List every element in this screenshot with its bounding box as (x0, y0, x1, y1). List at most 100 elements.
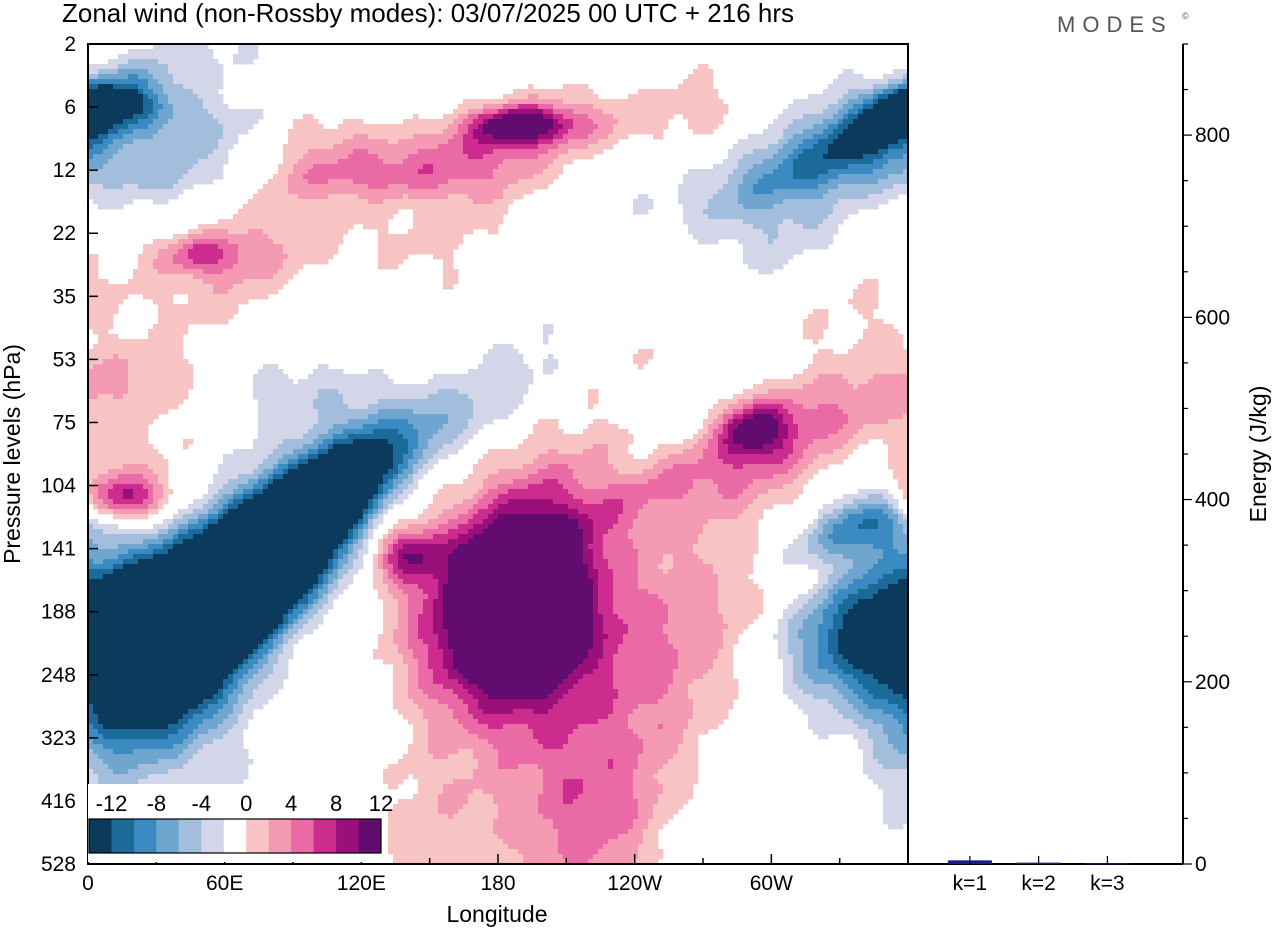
heatmap-cell (503, 374, 508, 379)
heatmap-cell (518, 189, 523, 194)
heatmap-cell (768, 254, 773, 259)
heatmap-cell (893, 369, 898, 374)
heatmap-cell (558, 134, 563, 139)
heatmap-cell (608, 99, 613, 104)
heatmap-cell (413, 199, 418, 204)
heatmap-cell (373, 214, 378, 219)
heatmap-cell (98, 154, 103, 159)
heatmap-cell (188, 109, 193, 114)
heatmap-cell (248, 294, 253, 299)
heatmap-cell (543, 339, 548, 344)
heatmap-cell (413, 149, 418, 154)
heatmap-cell (348, 164, 353, 169)
heatmap-cell (523, 164, 528, 169)
heatmap-cell (498, 104, 503, 109)
heatmap-cell (818, 114, 823, 119)
heatmap-cell (513, 379, 518, 384)
heatmap-cell (838, 139, 843, 144)
heatmap-cell (508, 104, 513, 109)
heatmap-cell (443, 199, 448, 204)
heatmap-cell (848, 189, 853, 194)
heatmap-cell (333, 199, 338, 204)
heatmap-cell (813, 359, 818, 364)
heatmap-cell (443, 114, 448, 119)
heatmap-cell (173, 169, 178, 174)
heatmap-cell (868, 109, 873, 114)
heatmap-cell (103, 184, 108, 189)
heatmap-cell (873, 104, 878, 109)
heatmap-cell (183, 89, 188, 94)
heatmap-cell (188, 309, 193, 314)
heatmap-cell (113, 364, 118, 369)
heatmap-cell (803, 119, 808, 124)
heatmap-cell (793, 239, 798, 244)
heatmap-cell (858, 179, 863, 184)
heatmap-cell (158, 169, 163, 174)
heatmap-cell (798, 244, 803, 249)
heatmap-cell (93, 89, 98, 94)
heatmap-cell (113, 124, 118, 129)
heatmap-cell (163, 79, 168, 84)
heatmap-cell (818, 204, 823, 209)
heatmap-cell (863, 344, 868, 349)
heatmap-cell (318, 144, 323, 149)
heatmap-cell (868, 289, 873, 294)
heatmap-cell (583, 119, 588, 124)
heatmap-cell (238, 254, 243, 259)
heatmap-cell (813, 194, 818, 199)
heatmap-cell (108, 379, 113, 384)
heatmap-cell (898, 164, 903, 169)
heatmap-cell (103, 99, 108, 104)
heatmap-cell (313, 119, 318, 124)
heatmap-cell (498, 364, 503, 369)
heatmap-cell (713, 124, 718, 129)
heatmap-cell (813, 179, 818, 184)
heatmap-cell (853, 149, 858, 154)
heatmap-cell (253, 254, 258, 259)
heatmap-cell (378, 249, 383, 254)
heatmap-cell (318, 374, 323, 379)
heatmap-cell (328, 199, 333, 204)
heatmap-cell (538, 169, 543, 174)
heatmap-cell (108, 79, 113, 84)
heatmap-cell (648, 114, 653, 119)
heatmap-cell (133, 154, 138, 159)
heatmap-cell (853, 294, 858, 299)
heatmap-cell (828, 144, 833, 149)
heatmap-cell (733, 209, 738, 214)
heatmap-cell (788, 194, 793, 199)
heatmap-cell (98, 329, 103, 334)
heatmap-cell (263, 204, 268, 209)
heatmap-cell (883, 364, 888, 369)
heatmap-cell (283, 244, 288, 249)
heatmap-cell (108, 344, 113, 349)
heatmap-cell (173, 184, 178, 189)
heatmap-cell (398, 129, 403, 134)
heatmap-cell (703, 69, 708, 74)
heatmap-cell (878, 129, 883, 134)
heatmap-cell (878, 99, 883, 104)
heatmap-cell (533, 144, 538, 149)
heatmap-cell (853, 119, 858, 124)
heatmap-cell (128, 379, 133, 384)
heatmap-cell (548, 114, 553, 119)
heatmap-cell (563, 119, 568, 124)
heatmap-cell (868, 124, 873, 129)
heatmap-cell (113, 84, 118, 89)
heatmap-cell (178, 329, 183, 334)
heatmap-cell (473, 214, 478, 219)
heatmap-cell (798, 374, 803, 379)
heatmap-cell (408, 129, 413, 134)
heatmap-cell (883, 159, 888, 164)
heatmap-cell (793, 219, 798, 224)
heatmap-cell (108, 314, 113, 319)
heatmap-cell (378, 194, 383, 199)
heatmap-cell (148, 69, 153, 74)
heatmap-cell (183, 74, 188, 79)
heatmap-cell (878, 189, 883, 194)
heatmap-cell (743, 139, 748, 144)
heatmap-cell (93, 144, 98, 149)
heatmap-cell (293, 194, 298, 199)
heatmap-cell (168, 309, 173, 314)
heatmap-cell (898, 339, 903, 344)
